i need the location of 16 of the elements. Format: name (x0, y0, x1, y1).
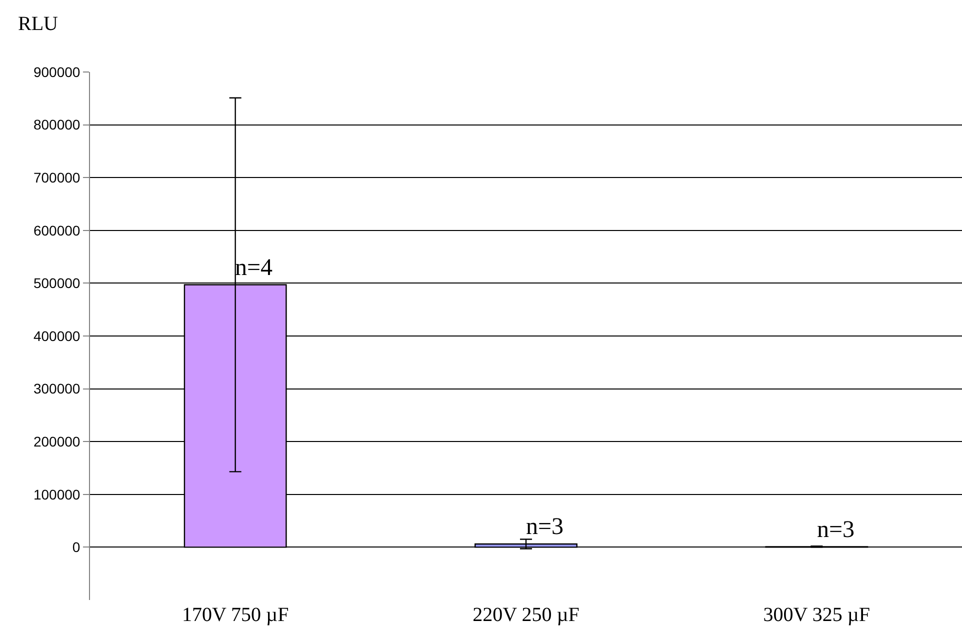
y-axis-title: RLU (18, 13, 59, 35)
y-tick-label: 500000 (33, 275, 80, 292)
y-tick-label: 100000 (33, 486, 80, 502)
y-tick-label: 600000 (33, 222, 80, 238)
x-tick-label: 170V 750 µF (182, 604, 289, 626)
y-tick-label: 400000 (33, 328, 80, 344)
annotation: n=3 (526, 514, 564, 540)
x-tick-label: 220V 250 µF (472, 604, 580, 626)
y-tick-label: 300000 (33, 380, 80, 397)
y-tick-label: 200000 (33, 434, 80, 450)
y-tick-label: 0 (72, 539, 80, 556)
y-tick-label: 800000 (33, 116, 80, 133)
y-tick-label: 700000 (33, 170, 80, 186)
y-tick-label: 900000 (33, 64, 80, 80)
x-tick-label: 300V 325 µF (763, 604, 870, 626)
annotation: n=3 (817, 517, 855, 543)
